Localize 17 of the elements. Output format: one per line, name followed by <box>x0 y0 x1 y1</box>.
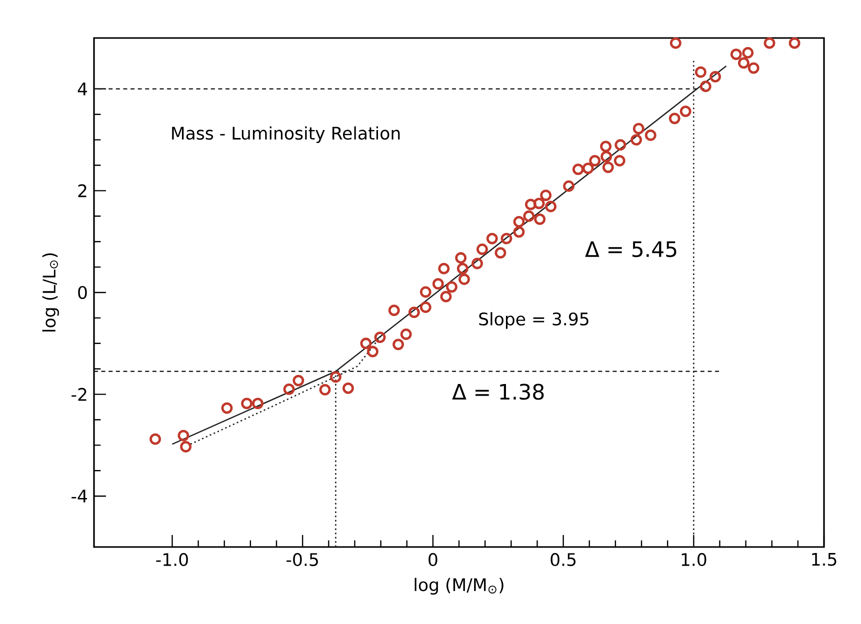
annotation: Mass - Luminosity Relation <box>172 126 400 144</box>
y-tick-label: -2 <box>72 388 86 401</box>
y-tick-label: -4 <box>72 490 88 502</box>
x-tick-label: 1.0 <box>682 553 706 566</box>
x-tick-label: 0.5 <box>550 553 576 566</box>
x-axis-title: log (M/M$_{⊙}$) <box>414 578 504 595</box>
annotation: Δ = 5.45 <box>585 241 676 258</box>
x-tick-label: 1.5 <box>812 553 836 566</box>
annotation: Slope = 3.95 <box>479 312 588 329</box>
y-tick-label: 0 <box>78 286 87 300</box>
y-tick-label: 2 <box>78 184 86 198</box>
x-tick-label: -1.0 <box>156 553 188 566</box>
y-axis-title: log (L/L$_{⊙}$) <box>42 253 59 332</box>
x-tick-label: -0.5 <box>286 553 318 566</box>
x-tick-label: 0 <box>428 553 438 566</box>
y-tick-label: 4 <box>78 82 88 96</box>
annotation: Δ = 1.38 <box>452 384 544 400</box>
